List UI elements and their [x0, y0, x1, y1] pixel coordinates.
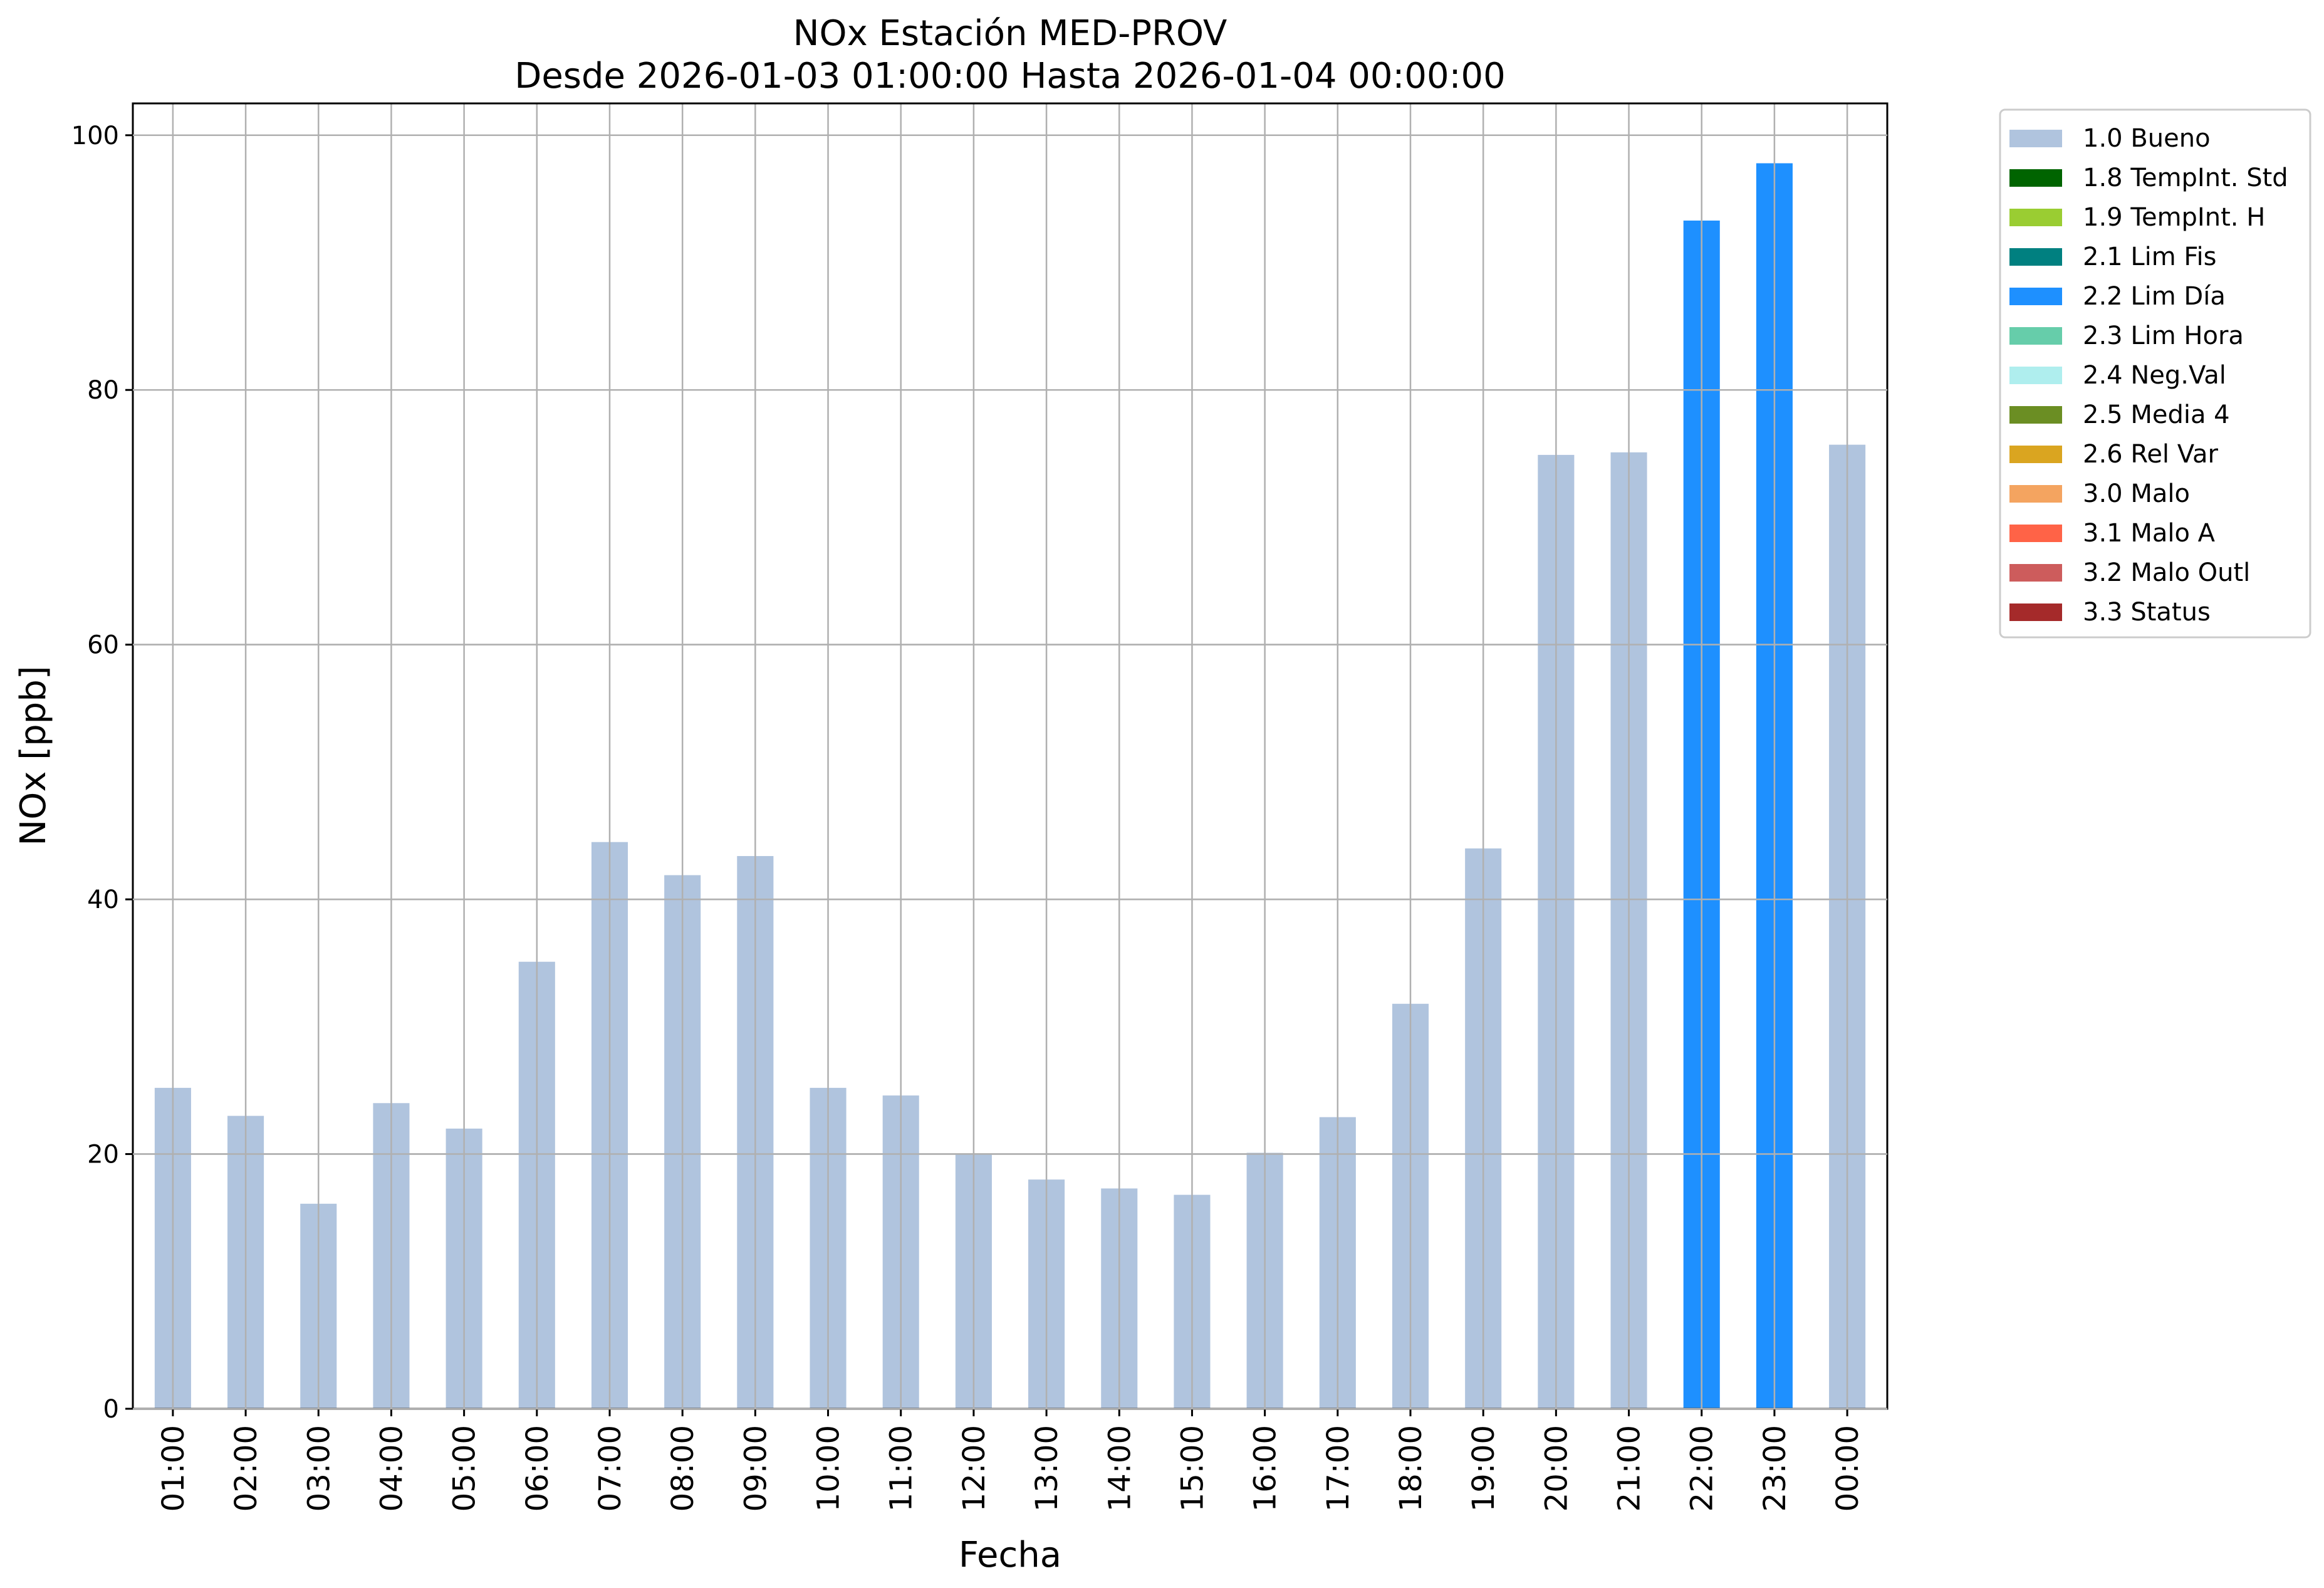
y-tick-label: 40 — [87, 885, 119, 914]
x-axis-label: Fecha — [959, 1535, 1061, 1575]
bars — [154, 163, 1866, 1409]
x-tick-label: 05:00 — [447, 1425, 482, 1512]
legend-label: 3.0 Malo — [2083, 479, 2190, 508]
legend-label: 2.4 Neg.Val — [2083, 361, 2226, 390]
legend-label: 2.5 Media 4 — [2083, 400, 2230, 429]
legend-label: 3.3 Status — [2083, 598, 2211, 627]
legend-swatch — [2009, 169, 2062, 187]
chart-subtitle: Desde 2026-01-03 01:00:00 Hasta 2026-01-… — [514, 56, 1506, 97]
x-tick-label: 14:00 — [1102, 1425, 1137, 1512]
legend-label: 1.0 Bueno — [2083, 124, 2211, 153]
x-tick-label: 13:00 — [1029, 1425, 1065, 1512]
legend-swatch — [2009, 367, 2062, 384]
legend-swatch — [2009, 446, 2062, 463]
x-tick-label: 15:00 — [1175, 1425, 1210, 1512]
y-tick-label: 80 — [87, 376, 119, 405]
legend-swatch — [2009, 485, 2062, 503]
legend-swatch — [2009, 603, 2062, 621]
legend-label: 2.2 Lim Día — [2083, 282, 2226, 311]
legend-swatch — [2009, 525, 2062, 542]
legend-label: 3.2 Malo Outl — [2083, 558, 2250, 587]
y-tick-label: 0 — [103, 1395, 119, 1424]
x-tick-label: 02:00 — [229, 1425, 264, 1512]
legend-label: 1.8 TempInt. Std — [2083, 164, 2288, 192]
legend-swatch — [2009, 406, 2062, 424]
x-tick-label: 17:00 — [1321, 1425, 1356, 1512]
x-tick-label: 06:00 — [520, 1425, 555, 1512]
x-tick-label: 20:00 — [1539, 1425, 1574, 1512]
x-axis-ticks: 01:00 02:00 03:00 04:00 05:00 06:00 07:00 08:00… — [156, 1409, 1865, 1512]
x-tick-label: 00:00 — [1830, 1425, 1865, 1512]
legend: 1.0 Bueno 1.8 TempInt. Std 1.9 TempInt. H 2… — [1999, 108, 2311, 639]
y-tick-label: 20 — [87, 1141, 119, 1169]
x-tick-label: 22:00 — [1685, 1425, 1720, 1512]
x-tick-label: 23:00 — [1758, 1425, 1793, 1512]
x-tick-label: 21:00 — [1612, 1425, 1647, 1512]
y-axis-ticks: 0 20 40 60 80 100 — [71, 122, 133, 1424]
x-gridlines — [172, 103, 1848, 1409]
x-tick-label: 08:00 — [665, 1425, 701, 1512]
legend-swatch — [2009, 564, 2062, 582]
x-tick-label: 03:00 — [301, 1425, 336, 1512]
y-tick-label: 100 — [71, 122, 119, 150]
y-axis-label: NOx [ppb] — [13, 666, 54, 845]
x-tick-label: 12:00 — [957, 1425, 992, 1512]
x-tick-label: 16:00 — [1248, 1425, 1283, 1512]
legend-label: 3.1 Malo A — [2083, 519, 2216, 548]
x-tick-label: 11:00 — [884, 1425, 919, 1512]
legend-swatch — [2009, 130, 2062, 147]
x-tick-label: 01:00 — [156, 1425, 191, 1512]
legend-swatch — [2009, 288, 2062, 305]
legend-swatch — [2009, 327, 2062, 345]
y-tick-label: 60 — [87, 631, 119, 660]
x-tick-label: 19:00 — [1466, 1425, 1501, 1512]
x-tick-label: 09:00 — [738, 1425, 773, 1512]
legend-frame — [1999, 108, 2311, 639]
x-tick-label: 18:00 — [1394, 1425, 1429, 1512]
legend-label: 2.6 Rel Var — [2083, 440, 2219, 469]
x-tick-label: 04:00 — [374, 1425, 409, 1512]
legend-label: 2.3 Lim Hora — [2083, 321, 2244, 350]
legend-swatch — [2009, 209, 2062, 226]
legend-label: 2.1 Lim Fis — [2083, 243, 2216, 271]
x-gridlines-overlay — [133, 134, 1887, 1410]
chart-title: NOx Estación MED-PROV — [793, 13, 1227, 54]
legend-swatch — [2009, 248, 2062, 266]
legend-label: 1.9 TempInt. H — [2083, 203, 2265, 232]
x-tick-label: 10:00 — [811, 1425, 847, 1512]
x-tick-label: 07:00 — [593, 1425, 628, 1512]
